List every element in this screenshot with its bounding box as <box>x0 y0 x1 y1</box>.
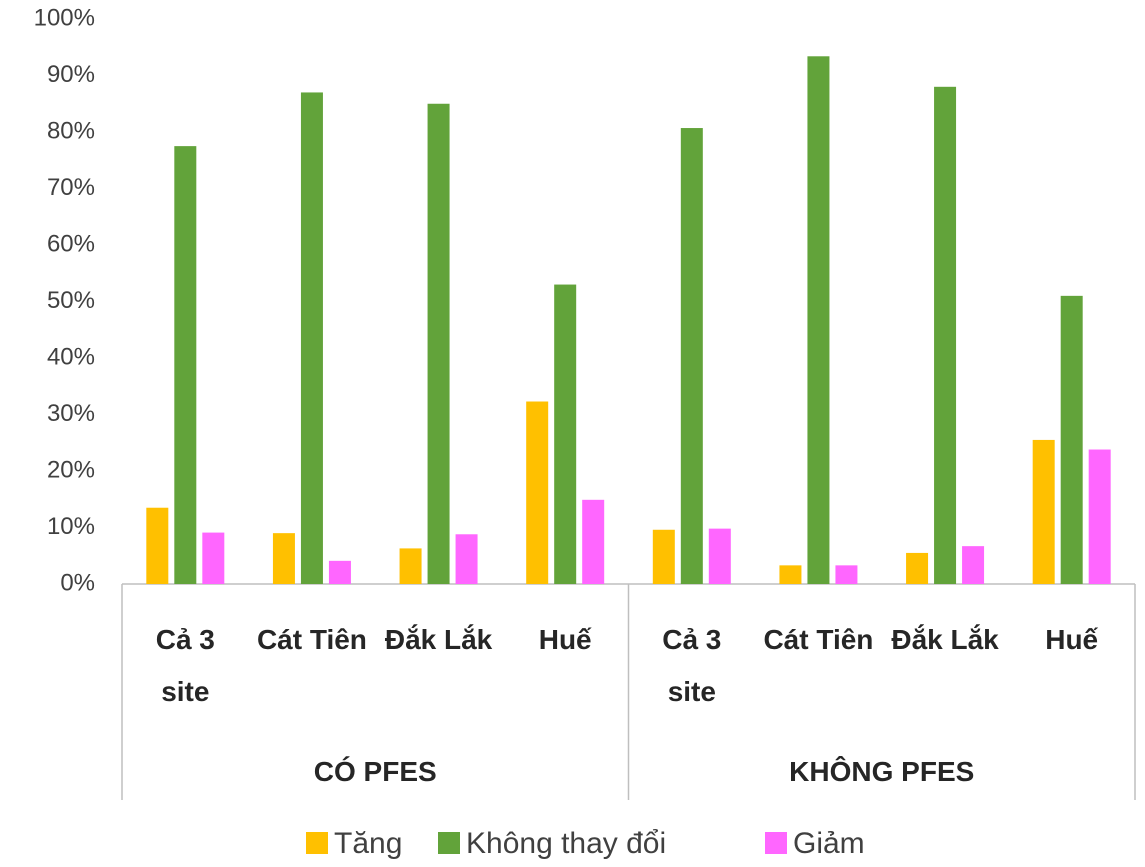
legend-item: Không thay đổi <box>438 826 666 862</box>
legend-label: Giảm <box>793 827 865 860</box>
x-tick-label: Cát Tiên <box>256 624 367 655</box>
y-tick-label: 70% <box>47 174 95 201</box>
bar <box>1060 295 1083 584</box>
legend-swatch <box>306 832 328 854</box>
bar <box>300 92 323 584</box>
x-tick-label: Cả 3 site <box>662 624 722 707</box>
bar <box>582 499 605 584</box>
bar <box>962 546 985 584</box>
bar <box>526 401 549 584</box>
x-tick-label: Đắk Lắk <box>891 624 999 655</box>
y-tick-label: 90% <box>47 61 95 88</box>
x-tick-label: Huế <box>1045 624 1099 655</box>
bar <box>272 533 295 584</box>
legend-label: Không thay đổi <box>466 827 667 860</box>
bar <box>934 86 957 585</box>
bar <box>835 565 858 584</box>
y-tick-label: 40% <box>47 343 95 370</box>
bar <box>328 560 351 584</box>
y-tick-label: 0% <box>60 569 95 596</box>
bar <box>680 128 703 585</box>
y-tick-label: 50% <box>47 287 95 314</box>
y-tick-label: 100% <box>34 4 95 31</box>
x-tick-label: Huế <box>538 624 592 655</box>
y-tick-label: 10% <box>47 513 95 540</box>
group-label: CÓ PFES <box>313 756 437 787</box>
legend-label: Tăng <box>334 827 403 860</box>
bar <box>779 565 802 584</box>
y-tick-label: 60% <box>47 230 95 257</box>
bar <box>399 548 422 584</box>
legend-item: Giảm <box>765 826 865 862</box>
y-tick-label: 30% <box>47 400 95 427</box>
bar <box>906 552 929 584</box>
bar <box>652 529 675 584</box>
bar <box>554 284 577 584</box>
x-tick-label: Đắk Lắk <box>384 624 493 655</box>
bar <box>455 534 478 584</box>
legend-swatch <box>765 832 787 854</box>
x-tick-label: Cát Tiên <box>763 624 874 655</box>
bar <box>202 532 225 584</box>
legend-swatch <box>438 832 460 854</box>
bar <box>708 528 731 584</box>
y-tick-label: 20% <box>47 456 95 483</box>
legend-item: Tăng <box>306 826 402 862</box>
y-tick-label: 80% <box>47 117 95 144</box>
bar <box>1088 449 1111 584</box>
bar <box>174 146 197 584</box>
bar <box>146 507 169 584</box>
bar <box>427 103 450 584</box>
bar <box>807 56 830 585</box>
x-tick-label: Cả 3 site <box>155 624 215 707</box>
bar <box>1032 439 1055 584</box>
group-label: KHÔNG PFES <box>789 756 975 787</box>
